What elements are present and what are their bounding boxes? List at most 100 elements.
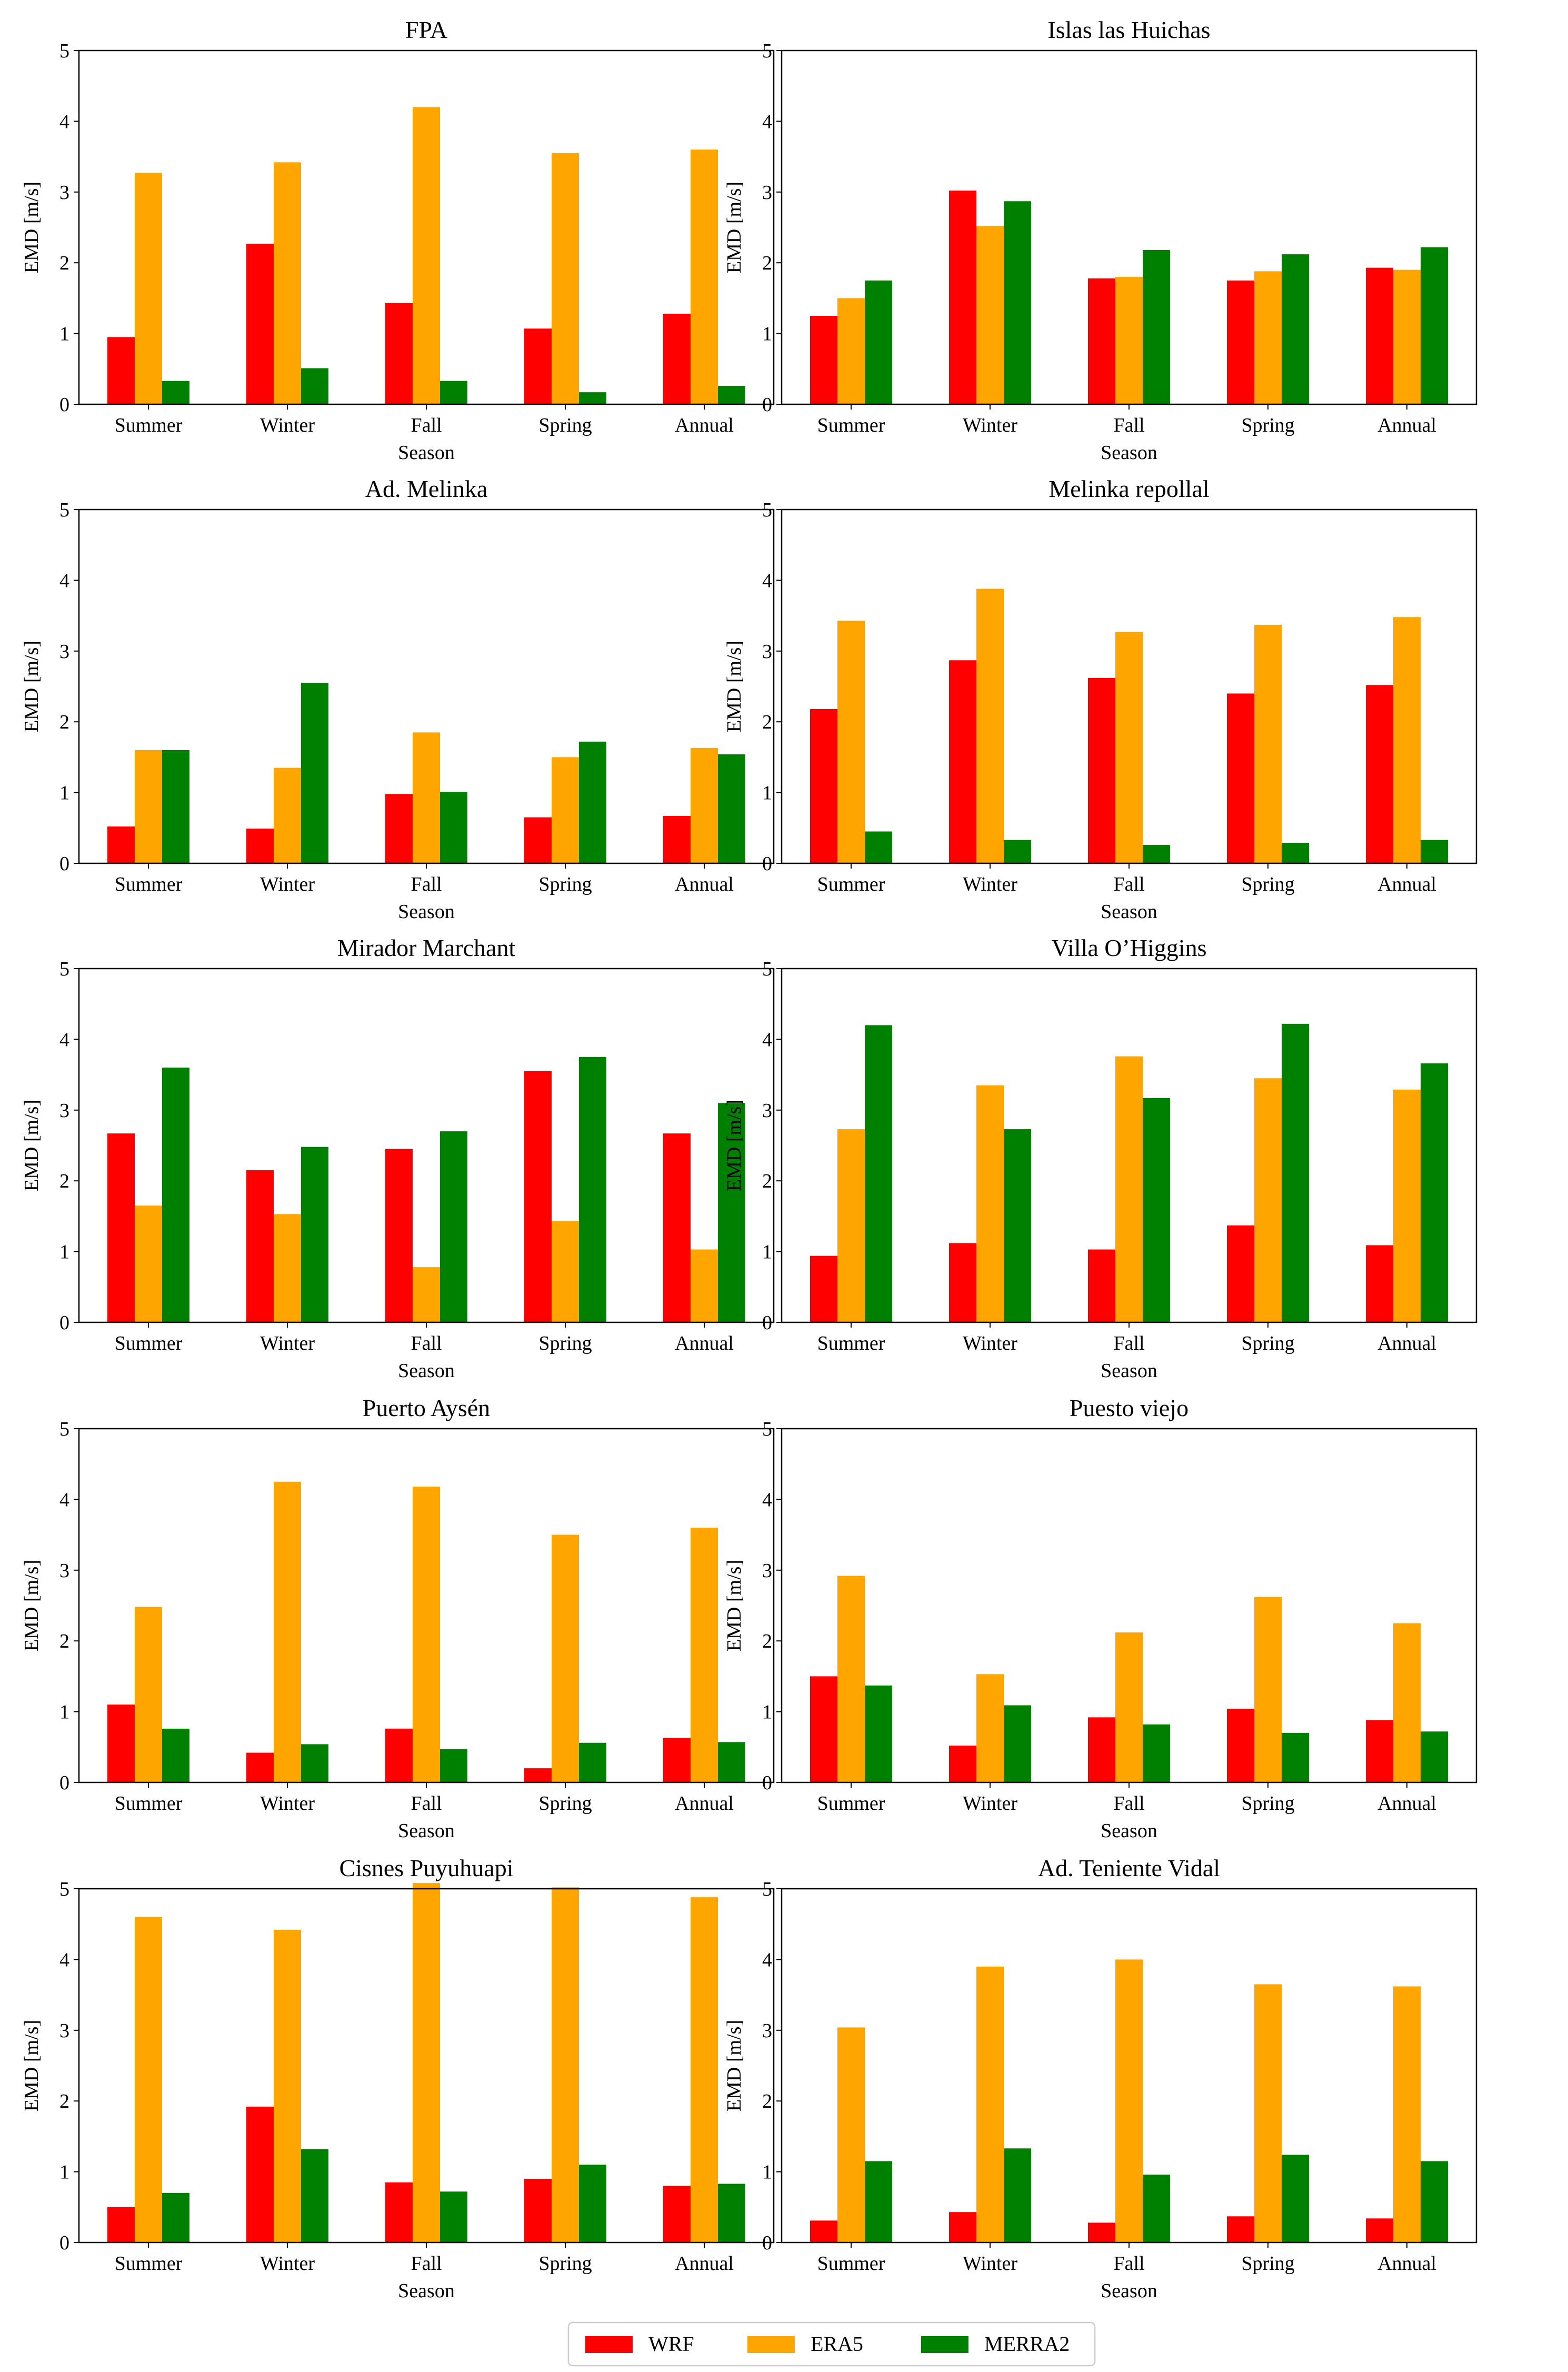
x-tick-label: Fall [1113, 873, 1144, 895]
bar-era5 [135, 173, 162, 404]
x-axis-label: Season [1101, 1360, 1157, 1382]
bar-era5 [976, 589, 1004, 863]
bar-era5 [976, 1085, 1004, 1322]
bar-merra2 [162, 2192, 189, 2243]
x-tick-label: Fall [1113, 1332, 1144, 1354]
y-tick-label: 5 [762, 958, 772, 980]
bar-era5 [691, 1528, 718, 1782]
plot-frame [781, 1428, 1477, 1783]
bar-merra2 [1143, 2174, 1170, 2243]
chart-panel: Ad. Teniente Vidal 0 1 2 3 4 5 EMD [m/s] Summer W… [723, 1855, 1477, 2302]
y-axis-label: EMD [m/s] [723, 1560, 745, 1651]
chart-panel: Ad. Melinka 0 1 2 3 4 5 EMD [m/s] Summer Winter Fa… [21, 475, 775, 923]
x-tick-label: Annual [1377, 1332, 1436, 1354]
bar-wrf [949, 2212, 976, 2243]
bar-era5 [552, 1534, 579, 1782]
bar-wrf [1227, 1709, 1254, 1782]
x-tick-label: Winter [963, 2253, 1017, 2275]
bar-era5 [976, 226, 1004, 404]
plot-frame [78, 509, 775, 864]
x-tick-label: Fall [1113, 2253, 1144, 2275]
x-tick-label: Summer [817, 873, 885, 895]
y-tick-label: 0 [59, 2232, 69, 2254]
y-axis-label: EMD [m/s] [21, 1100, 43, 1191]
bar-era5 [691, 1897, 718, 2243]
bar-merra2 [865, 1685, 892, 1782]
bar-wrf [1088, 278, 1115, 404]
x-tick-label: Summer [817, 414, 885, 436]
chart-panel: Islas las Huichas 0 1 2 3 4 5 EMD [m/s] Summer Wi… [723, 16, 1477, 464]
bar-merra2 [579, 2165, 606, 2243]
y-tick-label: 3 [762, 182, 772, 204]
y-tick-label: 3 [762, 2020, 772, 2042]
bar-wrf [1088, 2222, 1115, 2243]
bar-merra2 [1004, 1129, 1031, 1322]
bar-wrf [107, 2207, 135, 2243]
bar-era5 [837, 1576, 865, 1782]
bar-era5 [135, 1205, 162, 1322]
bar-wrf [810, 316, 837, 404]
y-tick-label: 3 [59, 1560, 69, 1582]
x-tick-label: Winter [260, 1792, 315, 1815]
bar-merra2 [162, 381, 189, 404]
y-tick-label: 3 [59, 641, 69, 663]
x-axis-label: Season [1101, 901, 1157, 923]
plot-frame [78, 1428, 775, 1783]
y-tick-label: 1 [59, 1241, 69, 1263]
chart-title: Cisnes Puyuhuapi [339, 1855, 514, 1881]
chart-title: Puesto viejo [1070, 1394, 1189, 1421]
chart-panel: Melinka repollal 0 1 2 3 4 5 EMD [m/s] Summer Win… [723, 475, 1477, 923]
bar-merra2 [301, 368, 328, 404]
chart-panel: Villa O’Higgins 0 1 2 3 4 5 EMD [m/s] Summer Wint… [723, 934, 1477, 1382]
bar-merra2 [1282, 1023, 1309, 1322]
y-tick-label: 1 [59, 782, 69, 804]
legend-label: MERRA2 [984, 2332, 1070, 2356]
bar-merra2 [579, 1742, 606, 1782]
bar-wrf [663, 313, 691, 404]
bar-merra2 [301, 1744, 328, 1782]
bar-wrf [1366, 267, 1393, 404]
legend-label: WRF [648, 2332, 694, 2356]
bar-merra2 [579, 392, 606, 404]
y-tick-label: 5 [59, 40, 69, 62]
bar-wrf [663, 1738, 691, 1782]
chart-title: Mirador Marchant [337, 934, 516, 961]
bar-wrf [1366, 1245, 1393, 1322]
bar-merra2 [1282, 843, 1309, 863]
bar-wrf [524, 328, 552, 404]
bar-era5 [1393, 1986, 1421, 2243]
legend-label: ERA5 [811, 2332, 863, 2356]
x-tick-label: Spring [1241, 1792, 1294, 1815]
y-tick-label: 2 [762, 1630, 772, 1652]
bar-wrf [246, 243, 274, 404]
bar-wrf [663, 815, 691, 863]
bar-merra2 [1004, 1705, 1031, 1782]
plot-frame [78, 968, 775, 1323]
bar-wrf [810, 1255, 837, 1322]
x-tick-label: Fall [411, 2253, 442, 2275]
y-axis-label: EMD [m/s] [723, 182, 745, 273]
y-tick-label: 4 [762, 1489, 772, 1511]
bar-era5 [1254, 1597, 1282, 1782]
y-tick-label: 5 [59, 499, 69, 521]
y-tick-label: 5 [59, 1418, 69, 1440]
y-tick-label: 0 [762, 853, 772, 875]
bar-era5 [1254, 271, 1282, 404]
bar-merra2 [301, 2149, 328, 2243]
y-tick-label: 1 [762, 2161, 772, 2184]
bar-merra2 [1143, 1098, 1170, 1322]
x-tick-label: Spring [1241, 414, 1294, 436]
y-tick-label: 1 [762, 323, 772, 345]
x-tick-label: Summer [115, 414, 183, 436]
bar-era5 [413, 1267, 440, 1322]
x-tick-label: Annual [1377, 873, 1436, 895]
y-tick-label: 5 [59, 1878, 69, 1900]
bar-merra2 [1004, 840, 1031, 863]
x-tick-label: Winter [260, 2253, 315, 2275]
y-tick-label: 4 [762, 1029, 772, 1051]
y-tick-label: 2 [762, 1170, 772, 1192]
y-tick-label: 3 [762, 1100, 772, 1122]
bar-era5 [1254, 1078, 1282, 1322]
bar-era5 [135, 750, 162, 863]
x-tick-label: Summer [817, 1332, 885, 1354]
